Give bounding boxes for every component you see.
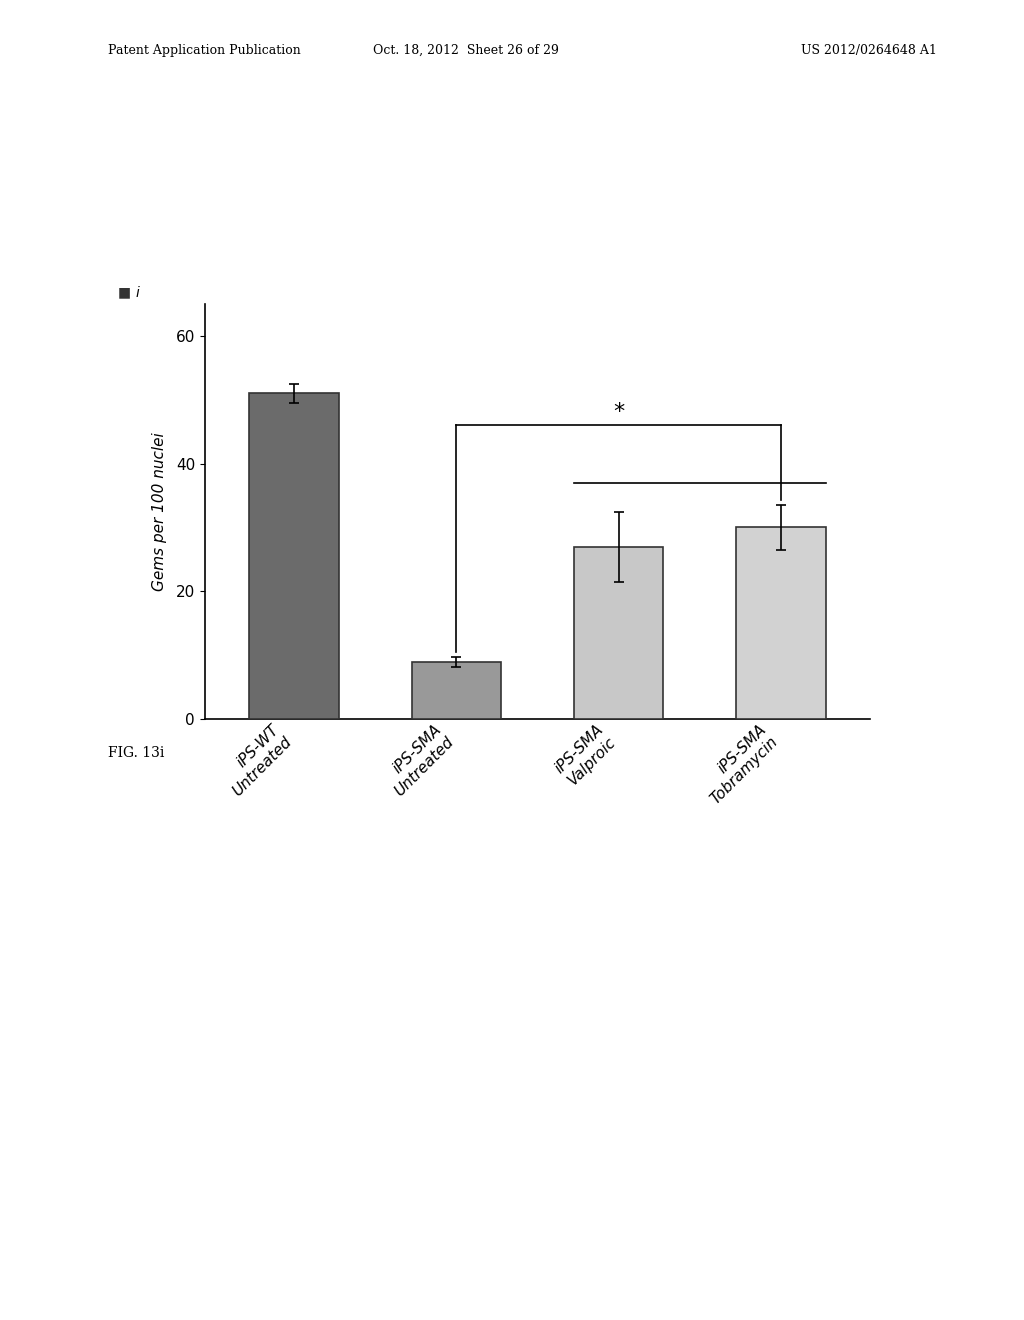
Bar <box>574 546 664 719</box>
Bar <box>250 393 339 719</box>
Text: i: i <box>135 285 139 300</box>
Bar <box>736 528 825 719</box>
Text: US 2012/0264648 A1: US 2012/0264648 A1 <box>801 44 937 57</box>
Bar <box>412 661 501 719</box>
Text: ■: ■ <box>118 285 131 300</box>
Text: FIG. 13i: FIG. 13i <box>108 746 164 760</box>
Y-axis label: Gems per 100 nuclei: Gems per 100 nuclei <box>153 432 167 591</box>
Text: Oct. 18, 2012  Sheet 26 of 29: Oct. 18, 2012 Sheet 26 of 29 <box>373 44 559 57</box>
Text: *: * <box>613 403 625 422</box>
Text: Patent Application Publication: Patent Application Publication <box>108 44 300 57</box>
